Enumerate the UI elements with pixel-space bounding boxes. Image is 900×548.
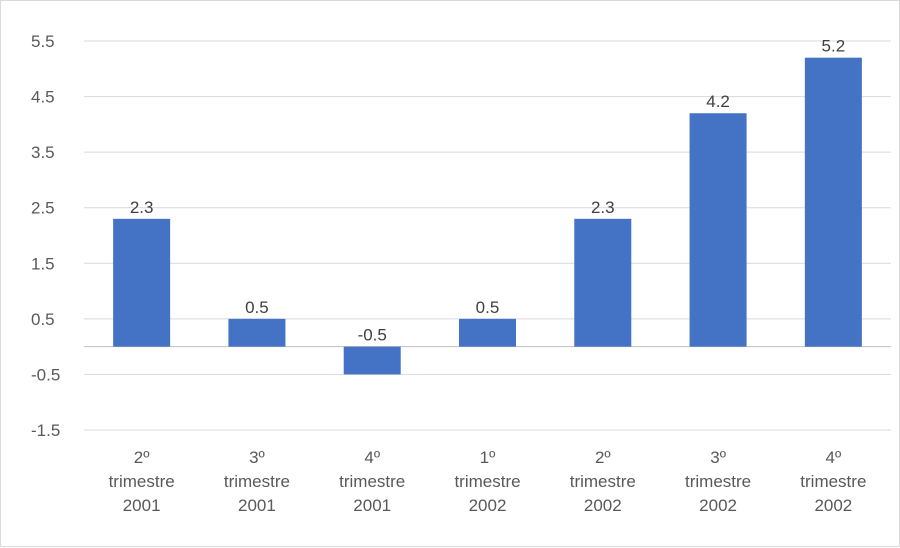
bar <box>113 218 171 347</box>
x-category-label: 4º trimestre 2001 <box>339 448 405 515</box>
data-label: 5.2 <box>822 37 846 56</box>
x-category-label: 2º trimestre 2001 <box>109 448 175 515</box>
bar <box>343 346 401 375</box>
x-category-label-line: trimestre <box>570 472 636 491</box>
x-category-label: 3º trimestre 2001 <box>224 448 290 515</box>
data-label: -0.5 <box>358 326 387 345</box>
y-tick-label: 2.5 <box>31 199 55 218</box>
x-category-label-line: 2002 <box>469 496 507 515</box>
x-category-label: 2º trimestre 2002 <box>570 448 636 515</box>
data-label: 2.3 <box>130 198 154 217</box>
x-axis-category-labels: 2º trimestre 2001 3º trimestre 2001 4º trimestr… <box>109 448 867 515</box>
x-category-label-line: trimestre <box>224 472 290 491</box>
x-category-label-line: trimestre <box>339 472 405 491</box>
x-category-label-line: trimestre <box>454 472 520 491</box>
y-tick-label: 5.5 <box>31 32 55 51</box>
bar <box>804 57 862 347</box>
y-tick-label: 0.5 <box>31 310 55 329</box>
data-label: 4.2 <box>706 92 730 111</box>
bar <box>459 318 516 347</box>
x-category-label-line: 3º <box>710 448 726 467</box>
x-category-label-line: 4º <box>826 448 842 467</box>
x-category-label-line: trimestre <box>109 472 175 491</box>
bar <box>689 113 747 347</box>
x-category-label-line: 2001 <box>123 496 161 515</box>
bars <box>113 57 862 375</box>
data-label: 2.3 <box>591 198 615 217</box>
y-tick-label: 4.5 <box>31 88 55 107</box>
x-category-label-line: 2º <box>595 448 611 467</box>
x-category-label-line: 2001 <box>238 496 276 515</box>
x-category-label-line: 3º <box>249 448 265 467</box>
bar <box>574 218 632 347</box>
x-category-label-line: 2002 <box>699 496 737 515</box>
y-tick-label: -0.5 <box>31 365 60 384</box>
y-tick-label: 1.5 <box>31 254 55 273</box>
gridlines <box>84 40 891 431</box>
x-category-label-line: 1º <box>480 448 496 467</box>
y-tick-label: -1.5 <box>31 421 60 440</box>
data-labels: 2.3 0.5 -0.5 0.5 2.3 4.2 5.2 <box>130 37 845 345</box>
bar <box>228 318 286 347</box>
x-category-label-line: 4º <box>364 448 380 467</box>
x-category-label-line: trimestre <box>800 472 866 491</box>
x-category-label-line: 2001 <box>353 496 391 515</box>
x-category-label-line: 2002 <box>584 496 622 515</box>
x-category-label: 4º trimestre 2002 <box>800 448 866 515</box>
x-category-label-line: 2002 <box>814 496 852 515</box>
x-category-label-line: 2º <box>134 448 150 467</box>
data-label: 0.5 <box>476 298 500 317</box>
y-tick-label: 3.5 <box>31 143 55 162</box>
x-category-label: 3º trimestre 2002 <box>685 448 751 515</box>
y-axis-tick-labels: 5.5 4.5 3.5 2.5 1.5 0.5 -0.5 -1.5 <box>31 32 60 440</box>
data-label: 0.5 <box>245 298 269 317</box>
x-category-label-line: trimestre <box>685 472 751 491</box>
x-category-label: 1º trimestre 2002 <box>454 448 520 515</box>
